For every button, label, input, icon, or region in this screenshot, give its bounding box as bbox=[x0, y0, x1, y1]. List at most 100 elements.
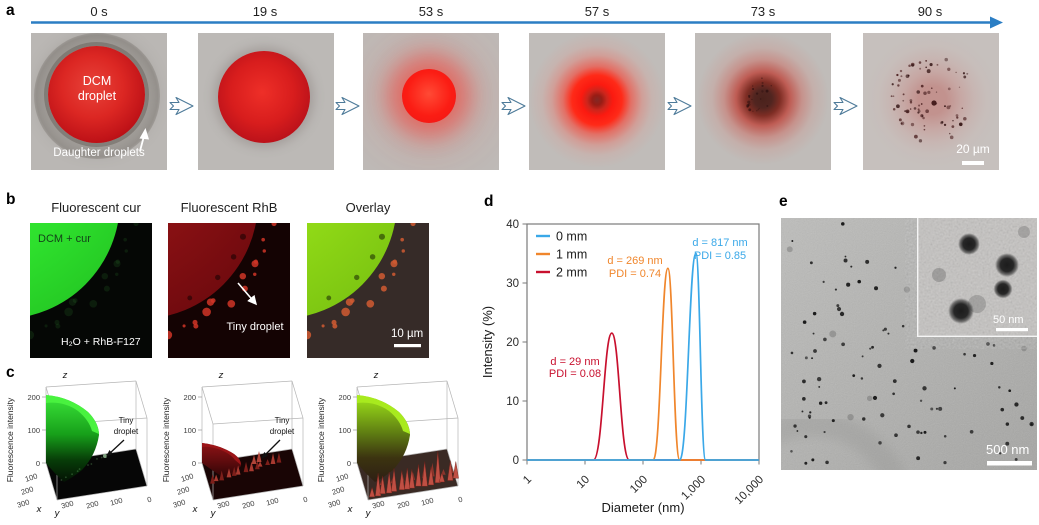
intensity-spike bbox=[379, 475, 386, 494]
nanoparticle-dot bbox=[963, 352, 966, 356]
step-arrow-icon bbox=[169, 96, 194, 116]
z-axis-letter: z bbox=[373, 370, 379, 381]
speckle bbox=[765, 89, 769, 93]
dls-curve-1-mm bbox=[527, 267, 759, 461]
annotation-arrowhead-icon bbox=[106, 450, 113, 457]
tiny-droplet bbox=[378, 272, 386, 280]
nanoparticle-dot bbox=[872, 395, 878, 401]
speckle bbox=[927, 90, 931, 94]
y-tick-label: 200 bbox=[396, 499, 410, 511]
speckle bbox=[890, 95, 893, 98]
intensity-spike bbox=[226, 468, 232, 478]
tiny-droplet bbox=[30, 330, 35, 340]
tiny-droplet bbox=[341, 307, 350, 317]
nanoparticle-dot bbox=[1000, 407, 1005, 412]
nanoparticle-dot bbox=[910, 358, 915, 364]
nanoparticle-dot bbox=[969, 429, 974, 434]
defocused-dot bbox=[829, 330, 837, 338]
z-tick-label: 100 bbox=[338, 426, 351, 435]
z-tick-label: 100 bbox=[183, 426, 196, 435]
speckle bbox=[902, 99, 905, 102]
speckle bbox=[757, 109, 759, 111]
speckle bbox=[944, 57, 948, 62]
speckle bbox=[918, 104, 921, 107]
nanoparticle-dot bbox=[802, 320, 807, 324]
tiny-droplet bbox=[380, 285, 387, 292]
speckle bbox=[917, 108, 920, 111]
faint-droplet-trace bbox=[76, 470, 79, 473]
step-arrow-icon bbox=[833, 96, 858, 116]
nanoparticle-dot bbox=[841, 342, 845, 347]
nanoparticle-dot bbox=[992, 344, 996, 347]
speckle bbox=[923, 125, 926, 127]
legend-label: 1 mm bbox=[556, 248, 587, 262]
fluorescence-rhb-image: Tiny droplet bbox=[168, 223, 290, 358]
intensity-spike bbox=[404, 468, 411, 490]
dls-curves bbox=[527, 252, 759, 461]
x-tick-label: 200 bbox=[176, 484, 191, 496]
tiny-droplet bbox=[392, 272, 396, 277]
nanoparticle-dot bbox=[812, 311, 817, 316]
nanoparticle-dot bbox=[935, 407, 939, 410]
time-label: 57 s bbox=[584, 4, 610, 19]
speckle bbox=[920, 103, 923, 105]
z-axis-label: Fluorescence intensity bbox=[5, 397, 15, 482]
speckle bbox=[755, 92, 759, 95]
intensity-spike bbox=[441, 468, 446, 475]
speckle bbox=[756, 109, 758, 112]
tiny-droplet bbox=[113, 260, 121, 268]
nanoparticle-dot bbox=[874, 286, 879, 291]
dls-curve-0-mm bbox=[527, 252, 759, 461]
speckle bbox=[963, 117, 967, 121]
x-tick-label: 200 bbox=[331, 484, 346, 496]
intensity-spike bbox=[415, 464, 422, 487]
speckle bbox=[914, 134, 918, 139]
z-axis-letter: z bbox=[218, 370, 224, 381]
intensity-spike bbox=[398, 470, 405, 490]
plateau-top bbox=[46, 395, 99, 434]
dcm-droplet bbox=[402, 69, 456, 123]
nanoparticle-dot bbox=[846, 282, 851, 287]
panel-c-label: c bbox=[6, 364, 15, 381]
y-tick-label: 200 bbox=[241, 499, 255, 511]
speckle bbox=[958, 86, 961, 88]
tiny-droplet bbox=[133, 223, 139, 227]
nanoparticle-dot bbox=[892, 379, 897, 384]
intensity-spike bbox=[386, 472, 393, 494]
z-tick-label: 200 bbox=[183, 393, 196, 402]
tiny-droplet-peak bbox=[251, 455, 257, 464]
intensity-spike bbox=[368, 486, 376, 498]
speckle bbox=[761, 81, 764, 85]
tiny-droplet-label: Tiny bbox=[275, 416, 290, 425]
y-tick-label: 100 bbox=[265, 496, 279, 508]
nanoparticle-dot bbox=[892, 392, 895, 396]
speckle bbox=[900, 121, 905, 126]
intensity-spike bbox=[210, 474, 215, 484]
nanoparticle-dot bbox=[894, 433, 898, 438]
nanoparticle-dot bbox=[972, 353, 977, 358]
defocused-dot bbox=[903, 286, 911, 293]
nanoparticle bbox=[948, 298, 974, 324]
intensity-spike bbox=[235, 465, 241, 475]
nanoparticle-dot bbox=[865, 259, 870, 264]
y-tick-label: 40 bbox=[506, 219, 519, 231]
annotation-line: d = 817 nm bbox=[692, 237, 747, 249]
speckle bbox=[752, 110, 754, 112]
speckle bbox=[747, 100, 751, 104]
speckle bbox=[892, 95, 895, 97]
legend-label: 0 mm bbox=[556, 230, 587, 244]
x-tick-label: 1,000 bbox=[679, 474, 708, 503]
scale-bar-label: 10 µm bbox=[391, 328, 423, 340]
speckle bbox=[751, 98, 753, 100]
tiny-droplet bbox=[251, 260, 259, 268]
nanoparticle-dot bbox=[862, 417, 866, 421]
dcm-droplet bbox=[218, 51, 310, 143]
tiny-droplet bbox=[64, 307, 73, 317]
nanoparticle-dot bbox=[790, 351, 794, 355]
tiny-droplet bbox=[123, 237, 127, 242]
intensity-spike bbox=[219, 470, 225, 481]
nanoparticle-dot bbox=[850, 265, 853, 268]
speckle bbox=[930, 87, 933, 90]
speckle bbox=[892, 108, 896, 111]
z-tick-label: 200 bbox=[338, 393, 351, 402]
